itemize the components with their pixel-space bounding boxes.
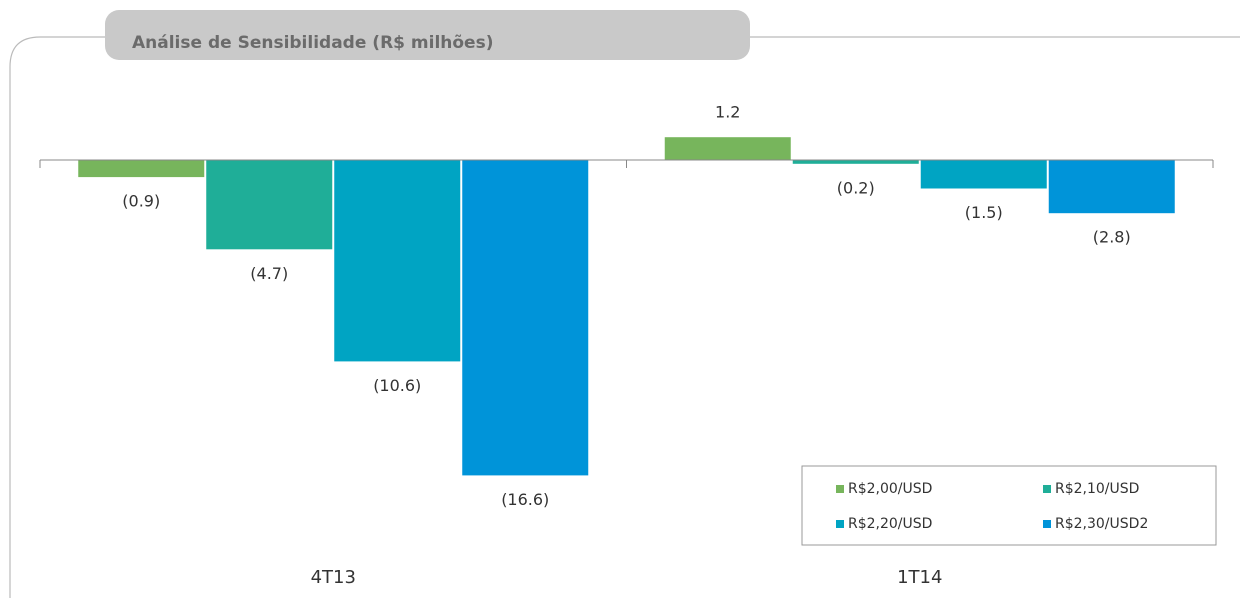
legend-swatch: [1043, 520, 1051, 528]
legend-label: R$2,10/USD: [1055, 481, 1139, 497]
legend-swatch: [836, 485, 844, 493]
legend: [801, 465, 1217, 546]
bar: [664, 137, 791, 160]
legend-swatch: [836, 520, 844, 528]
data-label: 1.2: [715, 103, 740, 122]
data-label: (1.5): [965, 203, 1003, 222]
legend-swatch: [1043, 485, 1051, 493]
legend-label: R$2,00/USD: [848, 481, 932, 497]
data-label: (0.2): [837, 178, 875, 197]
data-label: (2.8): [1093, 228, 1131, 247]
legend-label: R$2,20/USD: [848, 516, 932, 532]
bar: [792, 160, 919, 164]
chart-title: Análise de Sensibilidade (R$ milhões): [132, 33, 493, 53]
x-tick-label: 1T14: [897, 567, 942, 588]
data-label: (0.9): [122, 192, 160, 211]
frame: [9, 36, 105, 598]
legend-label: R$2,30/USD2: [1055, 516, 1148, 532]
bar: [206, 160, 333, 250]
bar: [462, 160, 589, 476]
bar: [334, 160, 461, 362]
bar: [78, 160, 205, 178]
bar: [920, 160, 1047, 189]
data-label: (4.7): [250, 264, 288, 283]
data-label: (16.6): [501, 490, 549, 509]
data-label: (10.6): [373, 376, 421, 395]
x-tick-label: 4T13: [311, 567, 356, 588]
bar: [1048, 160, 1175, 214]
title-tab: [105, 10, 750, 60]
